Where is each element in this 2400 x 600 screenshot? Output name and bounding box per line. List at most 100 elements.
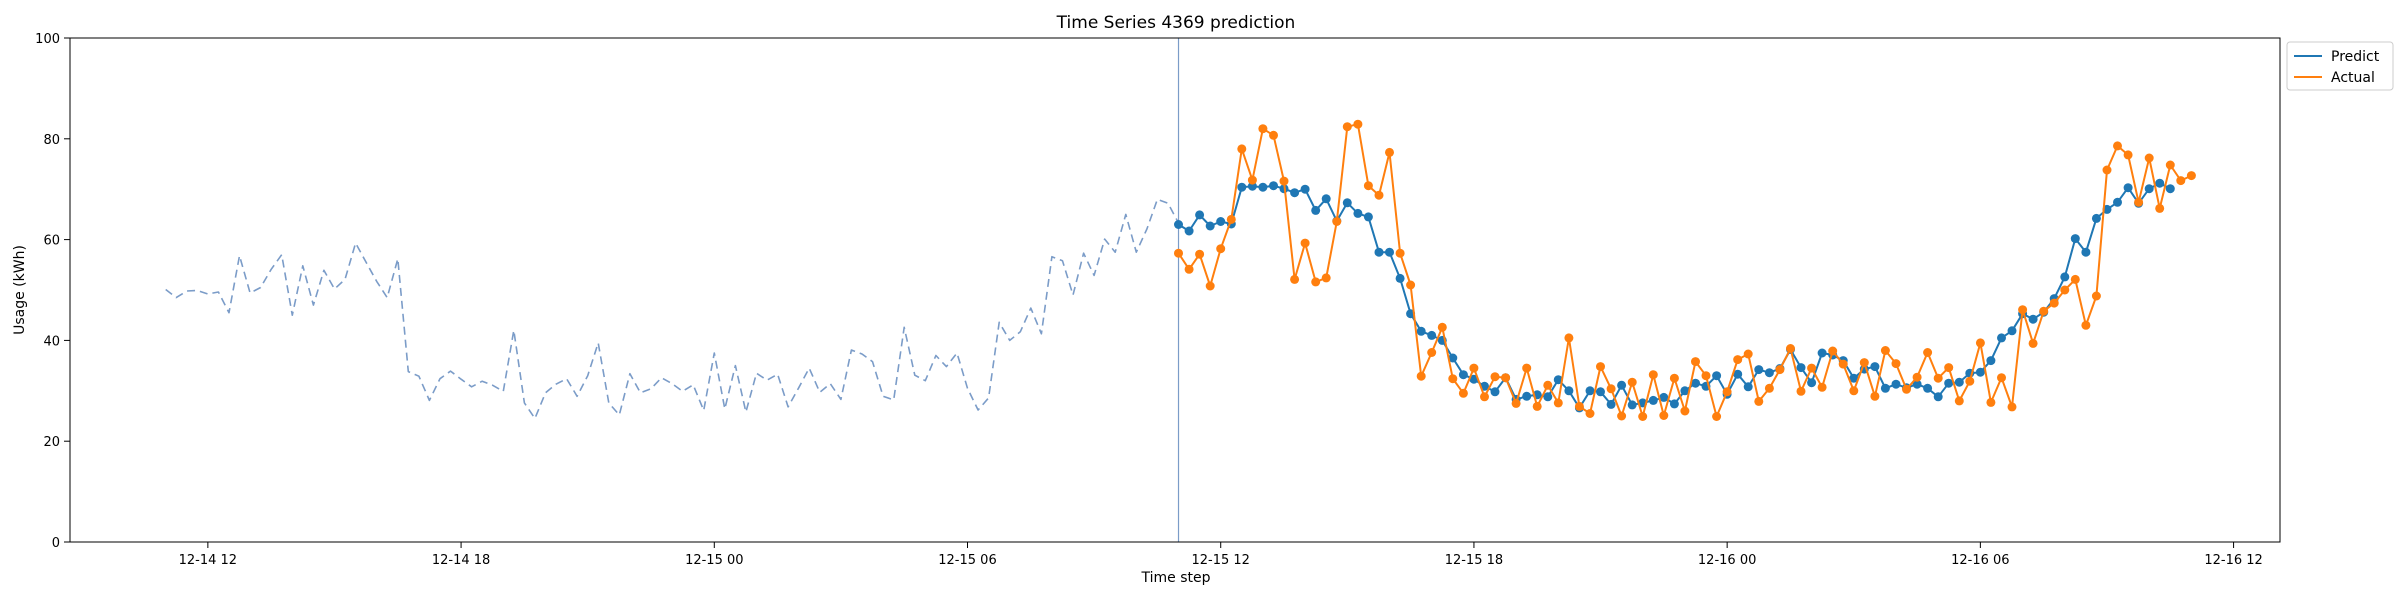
data-point-actual: [1321, 273, 1331, 283]
data-point-predict: [1606, 399, 1616, 409]
data-point-predict: [2091, 213, 2101, 223]
data-point-predict: [1849, 373, 1859, 383]
data-point-actual: [2113, 141, 2122, 151]
data-point-actual: [1786, 344, 1795, 353]
data-point-actual: [2155, 203, 2165, 213]
legend: Predict Actual: [2286, 41, 2394, 91]
x-tick-label: 12-14 18: [432, 553, 490, 568]
data-point-actual: [1406, 280, 1416, 290]
data-point-predict: [1363, 212, 1373, 222]
data-point-predict: [1448, 353, 1458, 363]
data-point-predict: [1617, 380, 1627, 390]
data-point-predict: [1385, 247, 1394, 257]
data-point-predict: [1553, 375, 1563, 385]
data-point-predict: [1733, 369, 1743, 379]
data-point-predict: [2070, 234, 2080, 244]
data-point-predict: [1342, 198, 1352, 208]
data-point-predict: [1680, 386, 1690, 396]
data-point-predict: [1416, 326, 1426, 336]
data-point-predict: [1923, 383, 1933, 393]
data-point-actual: [1669, 373, 1679, 383]
data-point-predict: [1743, 382, 1753, 392]
data-point-predict: [1870, 362, 1880, 372]
data-point-actual: [1290, 274, 1300, 284]
data-point-predict: [1997, 333, 2006, 343]
data-point-actual: [1859, 358, 1869, 368]
data-point-predict: [2028, 314, 2038, 324]
data-point-actual: [1828, 346, 1838, 356]
data-point-actual: [1986, 397, 1996, 407]
data-point-actual: [1680, 406, 1690, 416]
data-point-predict: [1712, 371, 1722, 381]
data-point-predict: [1754, 365, 1764, 375]
data-point-predict: [1258, 182, 1268, 192]
data-point-predict: [2060, 272, 2070, 282]
data-point-actual: [1933, 373, 1943, 383]
data-point-predict: [1659, 392, 1669, 402]
data-point-actual: [1448, 374, 1458, 384]
data-point-actual: [1311, 277, 1321, 287]
data-point-actual: [2176, 176, 2186, 186]
data-point-actual: [1923, 348, 1933, 357]
data-point-actual: [1764, 383, 1774, 393]
data-point-actual: [1427, 348, 1437, 357]
data-point-actual: [1216, 244, 1226, 254]
data-point-actual: [1648, 370, 1658, 380]
y-axis-label: Usage (kWh): [12, 245, 28, 335]
data-point-actual: [1596, 362, 1605, 372]
data-point-actual: [1754, 396, 1764, 406]
data-point-predict: [1944, 378, 1954, 388]
data-point-predict: [1269, 181, 1278, 191]
data-point-actual: [1891, 359, 1901, 369]
data-point-actual: [1522, 363, 1532, 373]
data-point-predict: [1290, 188, 1300, 198]
data-point-actual: [1332, 217, 1342, 226]
data-point-actual: [2102, 165, 2112, 175]
x-tick-label: 12-15 00: [685, 553, 743, 568]
data-point-predict: [1216, 217, 1226, 226]
data-point-actual: [1574, 401, 1584, 411]
data-point-actual: [1258, 124, 1268, 134]
data-point-predict: [1880, 383, 1890, 393]
data-point-actual: [2060, 285, 2070, 295]
x-axis-label: Time step: [1141, 570, 1211, 586]
data-point-predict: [1817, 348, 1827, 358]
data-point-actual: [1480, 392, 1489, 402]
data-point-predict: [2113, 197, 2122, 207]
data-point-actual: [1363, 181, 1373, 191]
data-point-predict: [2155, 178, 2165, 188]
data-point-actual: [1838, 359, 1848, 369]
data-point-actual: [1585, 409, 1595, 418]
data-point-predict: [1321, 194, 1331, 204]
data-point-actual: [1416, 371, 1426, 381]
data-point-predict: [2123, 183, 2133, 193]
data-point-actual: [1279, 176, 1289, 186]
data-point-actual: [1195, 249, 1205, 259]
data-point-predict: [1627, 400, 1637, 410]
data-point-actual: [1184, 264, 1194, 274]
y-tick-label: 40: [43, 334, 60, 349]
data-point-actual: [1912, 372, 1922, 382]
data-point-actual: [1205, 281, 1215, 291]
data-point-actual: [1965, 376, 1975, 386]
data-point-predict: [1986, 356, 1996, 366]
data-point-actual: [1849, 386, 1859, 396]
data-point-predict: [1353, 208, 1363, 218]
data-point-actual: [2134, 197, 2144, 207]
data-point-actual: [2144, 153, 2154, 163]
series-line-history: [165, 198, 1180, 420]
data-point-actual: [1490, 372, 1500, 382]
x-tick-label: 12-16 12: [2204, 553, 2262, 568]
data-point-actual: [1975, 338, 1985, 348]
data-point-predict: [1395, 273, 1405, 283]
data-point-predict: [1300, 184, 1310, 194]
plot-frame: [69, 37, 2281, 543]
x-tick-label: 12-16 06: [1951, 553, 2009, 568]
data-point-actual: [2039, 306, 2049, 316]
data-point-actual: [1342, 122, 1352, 132]
data-point-actual: [1743, 349, 1753, 359]
data-point-predict: [2144, 184, 2154, 194]
data-point-actual: [1353, 119, 1363, 129]
data-point-actual: [1870, 391, 1880, 401]
